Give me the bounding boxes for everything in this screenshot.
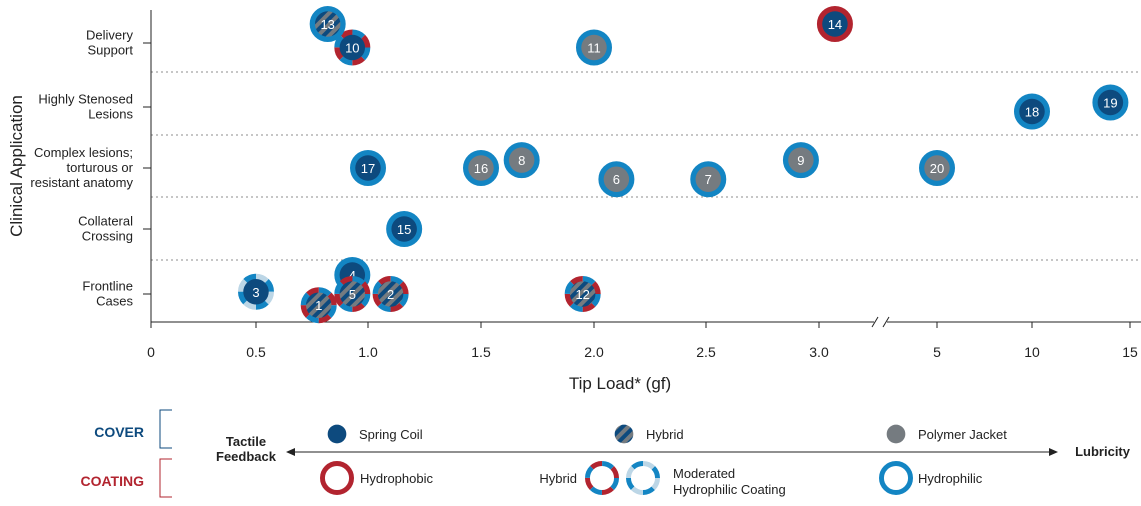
data-point: 18 — [1014, 93, 1051, 130]
data-point: 10 — [334, 29, 371, 66]
legend-coating-swatch — [878, 461, 913, 496]
y-category-label: resistant anatomy — [30, 175, 133, 190]
point-label: 20 — [930, 161, 944, 176]
point-label: 14 — [828, 17, 842, 32]
point-label: 4 — [349, 268, 356, 283]
legend-coating-label: Moderated — [673, 466, 735, 481]
x-tick-label: 0 — [147, 344, 155, 360]
point-label: 10 — [345, 40, 359, 55]
point-label: 16 — [474, 161, 488, 176]
data-point: 9 — [782, 142, 819, 179]
point-label: 19 — [1103, 96, 1117, 111]
legend-coating-label: Hybrid — [539, 471, 577, 486]
data-point: 17 — [350, 150, 387, 187]
x-tick-label: 15 — [1122, 344, 1138, 360]
point-label: 8 — [518, 153, 525, 168]
point-label: 3 — [252, 285, 259, 300]
x-tick-label: 1.0 — [358, 344, 378, 360]
point-label: 1 — [315, 298, 322, 313]
legend-cover-label: Polymer Jacket — [918, 427, 1007, 442]
legend-cover-label: Spring Coil — [359, 427, 423, 442]
data-point: 8 — [503, 142, 540, 179]
legend-cover-swatch — [886, 424, 906, 444]
y-category-label: Complex lesions; — [34, 145, 133, 160]
legend-coating-label: Hydrophobic — [360, 471, 433, 486]
y-category-label: torturous or — [67, 160, 134, 175]
data-point: 12 — [564, 276, 601, 312]
point-label: 13 — [320, 17, 334, 32]
legend-coating-swatch — [625, 461, 660, 496]
x-tick-label: 1.5 — [471, 344, 491, 360]
data-point: 5 — [334, 276, 371, 312]
data-point: 20 — [919, 150, 956, 187]
point-label: 18 — [1025, 104, 1039, 119]
x-tick-label: 5 — [933, 344, 941, 360]
point-label: 15 — [397, 222, 411, 237]
y-category-label: Collateral — [78, 214, 133, 229]
y-category-label: Lesions — [88, 107, 133, 122]
y-category-label: Delivery — [86, 28, 133, 43]
x-tick-label: 0.5 — [246, 344, 266, 360]
data-point: 15 — [386, 211, 423, 248]
legend-coating-label: Hydrophilic Coating — [673, 482, 786, 497]
data-point: 6 — [598, 161, 635, 198]
legend-coating-label: Hydrophilic — [918, 471, 983, 486]
data-point: 1 — [300, 287, 337, 324]
point-label: 17 — [361, 161, 375, 176]
axes-layer: 0 0.5 1.0 1.5 2.0 2.5 3.0 5 10 15FrontlineCasesCo… — [7, 10, 1141, 393]
arrow-left-label: Tactile — [226, 434, 266, 449]
y-category-label: Frontline — [82, 279, 133, 294]
x-tick-label: 2.5 — [696, 344, 716, 360]
data-point: 13 — [309, 5, 346, 42]
y-category-label: Cases — [96, 294, 133, 309]
data-point: 11 — [576, 29, 613, 66]
cover-bracket — [159, 409, 172, 449]
cover-title: COVER — [94, 424, 144, 440]
axis-break-mark — [882, 316, 890, 328]
point-label: 6 — [613, 172, 620, 187]
x-tick-label: 10 — [1024, 344, 1040, 360]
legend-cover-swatch — [327, 424, 347, 444]
arrow-right-label: Lubricity — [1075, 444, 1131, 459]
point-label: 7 — [705, 172, 712, 187]
data-point: 19 — [1092, 84, 1129, 121]
y-category-label: Crossing — [82, 229, 133, 244]
point-label: 5 — [349, 287, 356, 302]
x-tick-label: 3.0 — [809, 344, 829, 360]
y-category-label: Highly Stenosed — [38, 92, 133, 107]
arrow-head-left — [286, 448, 295, 456]
data-point: 3 — [238, 273, 275, 310]
data-point: 7 — [690, 161, 727, 198]
point-label: 11 — [587, 40, 601, 55]
legend-coating-swatch — [584, 461, 619, 496]
data-point: 16 — [463, 150, 500, 187]
coating-title: COATING — [80, 473, 144, 489]
point-label: 12 — [575, 287, 589, 302]
legend-cover-swatch — [614, 424, 634, 444]
point-label: 9 — [797, 153, 804, 168]
coating-bracket — [159, 458, 172, 498]
data-point: 14 — [816, 5, 853, 42]
arrow-left-label: Feedback — [216, 449, 277, 464]
x-axis-title: Tip Load* (gf) — [569, 374, 671, 393]
point-label: 2 — [387, 287, 394, 302]
x-tick-label: 2.0 — [584, 344, 604, 360]
grid-layer — [151, 71, 1141, 261]
data-point: 2 — [372, 276, 409, 312]
y-axis-title: Clinical Application — [7, 95, 26, 237]
y-category-label: Support — [87, 43, 133, 58]
legend-coating-swatch — [320, 461, 355, 496]
axis-break-mark — [871, 316, 879, 328]
arrow-head-right — [1049, 448, 1058, 456]
legend-cover-label: Hybrid — [646, 427, 684, 442]
